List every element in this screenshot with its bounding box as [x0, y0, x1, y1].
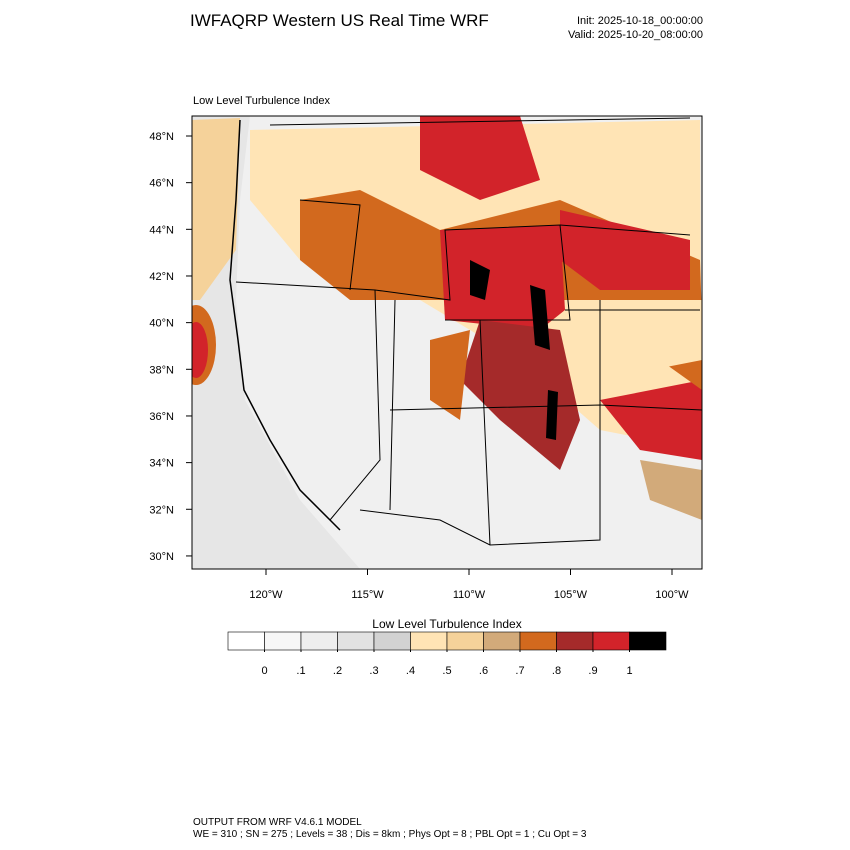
- map-label: Low Level Turbulence Index: [193, 95, 330, 107]
- lat-tick-label: 44°N: [149, 224, 174, 236]
- colorbar-label: .5: [442, 665, 451, 677]
- lon-tick-label: 110°W: [453, 589, 486, 601]
- colorbar-label: 0: [261, 665, 267, 677]
- init-time: Init: 2025-10-18_00:00:00: [577, 15, 703, 27]
- colorbar-box: [410, 631, 448, 651]
- colorbar-label: .1: [296, 665, 305, 677]
- map-field: [192, 116, 702, 569]
- colorbar-label: .6: [479, 665, 488, 677]
- title: IWFAQRP Western US Real Time WRF: [190, 11, 489, 30]
- colorbar-label: .4: [406, 665, 415, 677]
- valid-time: Valid: 2025-10-20_08:00:00: [568, 29, 703, 41]
- colorbar-label: .8: [552, 665, 561, 677]
- lon-tick-label: 100°W: [655, 589, 689, 601]
- lat-tick-label: 40°N: [149, 318, 174, 330]
- colorbar-label: .2: [333, 665, 342, 677]
- lat-tick-label: 36°N: [149, 411, 174, 423]
- colorbar-box: [592, 631, 630, 651]
- lat-tick-label: 42°N: [149, 271, 174, 283]
- colorbar-box: [519, 631, 557, 651]
- colorbar-box: [629, 631, 667, 651]
- footer-line: WE = 310 ; SN = 275 ; Levels = 38 ; Dis …: [193, 829, 587, 840]
- colorbar-title: Low Level Turbulence Index: [372, 617, 521, 631]
- lat-tick-label: 32°N: [149, 504, 174, 516]
- colorbar-box: [264, 631, 302, 651]
- lon-tick-label: 120°W: [249, 589, 283, 601]
- lat-tick-label: 30°N: [149, 551, 174, 563]
- colorbar-box: [446, 631, 484, 651]
- lat-tick-label: 38°N: [149, 364, 174, 376]
- colorbar-box: [373, 631, 411, 651]
- colorbar-box: [556, 631, 594, 651]
- lon-tick-label: 115°W: [351, 589, 384, 601]
- colorbar-box: [227, 631, 265, 651]
- footer-line: OUTPUT FROM WRF V4.6.1 MODEL: [193, 817, 362, 828]
- colorbar-label: .7: [515, 665, 524, 677]
- colorbar-label: .3: [369, 665, 378, 677]
- lon-tick-label: 105°W: [554, 589, 588, 601]
- colorbar-box: [483, 631, 521, 651]
- map-boundaries: [229, 117, 703, 546]
- lat-tick-label: 34°N: [149, 458, 174, 470]
- colorbar-label: 1: [626, 665, 632, 677]
- map-frame: [191, 115, 703, 570]
- colorbar-box: [300, 631, 338, 651]
- lat-tick-label: 46°N: [149, 178, 174, 190]
- colorbar-label: .9: [588, 665, 597, 677]
- lat-tick-label: 48°N: [149, 131, 174, 143]
- colorbar-box: [337, 631, 375, 651]
